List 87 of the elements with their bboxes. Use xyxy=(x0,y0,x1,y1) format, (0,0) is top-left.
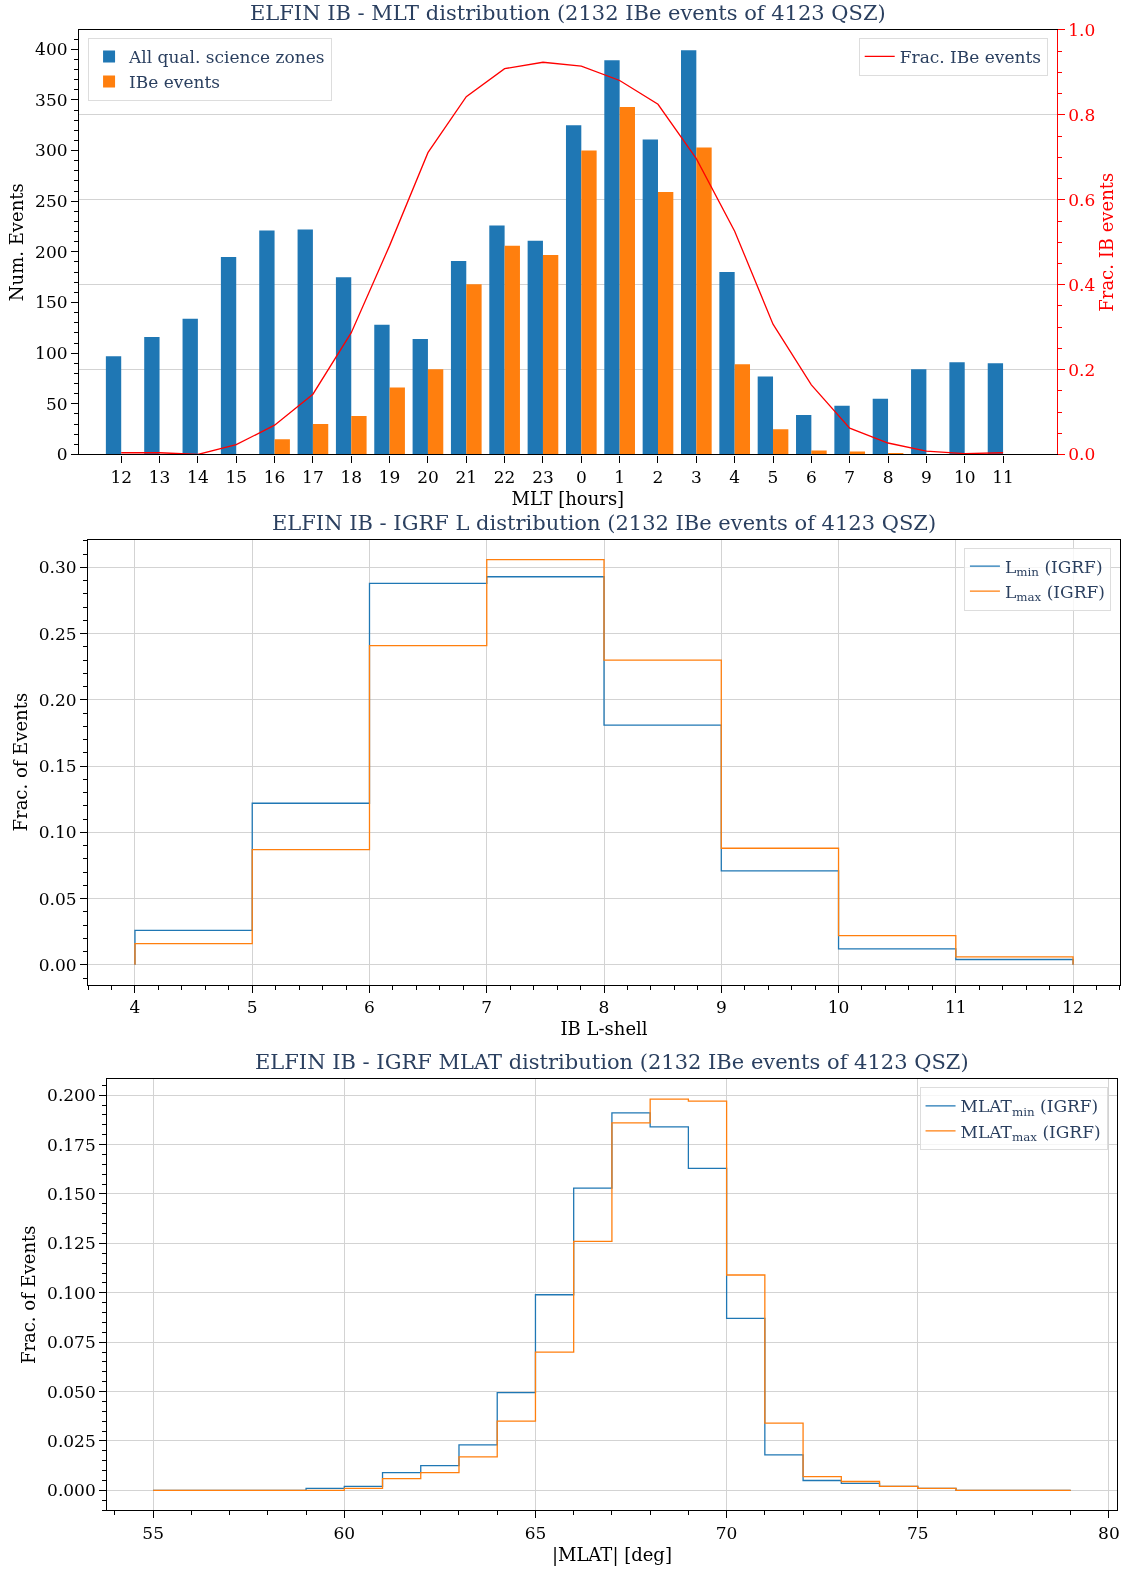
x-tick-label: 17 xyxy=(302,466,324,487)
x-tick-label: 12 xyxy=(1062,997,1084,1018)
y2-tick-label: 0.4 xyxy=(1068,274,1096,295)
legend-label: L$_{max}$ (IGRF) xyxy=(1004,581,1105,605)
y-tick-label: 400 xyxy=(35,39,68,60)
x-tick-label: 22 xyxy=(493,466,516,487)
x-tick-label: 18 xyxy=(340,466,363,487)
y-tick-label: 0.20 xyxy=(38,689,77,710)
y-tick-label: 150 xyxy=(35,292,68,313)
y2-tick-label: 0.0 xyxy=(1068,444,1096,465)
y2-tick-label: 1.0 xyxy=(1068,19,1096,40)
x-tick-label: 12 xyxy=(110,466,133,487)
legend-label: MLAT$_{min}$ (IGRF) xyxy=(960,1096,1099,1119)
y-tick-label: 0.30 xyxy=(38,557,77,578)
x-tick-label: 75 xyxy=(906,1522,929,1543)
y-tick-label: 0.150 xyxy=(47,1183,96,1204)
x-tick-label: 9 xyxy=(715,997,727,1018)
x-tick-label: 21 xyxy=(455,466,478,487)
y-tick-label: 0.075 xyxy=(47,1332,96,1353)
x-tick-label: 70 xyxy=(715,1522,738,1543)
x-tick-label: 3 xyxy=(690,466,702,487)
x-tick-label: 8 xyxy=(882,466,894,487)
x-tick-label: 80 xyxy=(1098,1522,1120,1543)
y-axis-title: Num. Events xyxy=(6,183,28,302)
y-tick-label: 0.125 xyxy=(47,1233,96,1254)
y-tick-label: 0.100 xyxy=(47,1282,96,1303)
y-tick-label: 0.000 xyxy=(47,1480,96,1501)
x-tick-label: 14 xyxy=(187,466,209,487)
x-tick-label: 20 xyxy=(417,466,439,487)
y-tick-label: 0.200 xyxy=(47,1085,96,1106)
x-tick-label: 6 xyxy=(805,466,817,487)
x-axis-title: MLT [hours] xyxy=(511,488,625,510)
x-tick-label: 13 xyxy=(148,466,171,487)
y-tick-label: 300 xyxy=(35,140,68,161)
y-tick-label: 0.10 xyxy=(38,822,77,843)
x-tick-label: 16 xyxy=(263,466,286,487)
chart-title: ELFIN IB - IGRF MLAT distribution (2132 IBe events of 4123 QSZ) xyxy=(255,1050,969,1074)
x-tick-label: 4 xyxy=(129,997,141,1018)
y2-tick-label: 0.8 xyxy=(1068,104,1096,125)
y-tick-label: 200 xyxy=(35,241,68,262)
x-tick-label: 4 xyxy=(729,466,741,487)
x-tick-label: 5 xyxy=(246,997,258,1018)
x-tick-label: 15 xyxy=(225,466,248,487)
legend-label: All qual. science zones xyxy=(128,47,325,68)
y-axis-title: Frac. of Events xyxy=(9,692,31,832)
x-tick-label: 23 xyxy=(532,466,554,487)
y-axis-title: Frac. of Events xyxy=(18,1225,40,1365)
y-tick-label: 100 xyxy=(35,343,68,364)
x-tick-label: 6 xyxy=(364,997,375,1018)
x-tick-label: 0 xyxy=(575,466,587,487)
x-tick-label: 8 xyxy=(598,997,610,1018)
x-tick-label: 55 xyxy=(142,1522,164,1543)
x-axis-title: IB L-shell xyxy=(560,1018,648,1040)
y2-tick-label: 0.2 xyxy=(1068,359,1096,380)
x-tick-label: 2 xyxy=(652,466,664,487)
y2-tick-label: 0.6 xyxy=(1068,189,1096,210)
y-tick-label: 0.05 xyxy=(38,888,77,909)
y-tick-label: 350 xyxy=(35,89,68,110)
y-tick-label: 0 xyxy=(56,444,68,465)
y-tick-label: 50 xyxy=(45,393,68,414)
x-tick-label: 5 xyxy=(767,466,779,487)
x-tick-label: 11 xyxy=(992,466,1014,487)
y-tick-label: 0.025 xyxy=(47,1430,96,1451)
legend-label: L$_{min}$ (IGRF) xyxy=(1004,556,1103,580)
y2-axis-title: Frac. IB events xyxy=(1096,172,1118,312)
chart-title: ELFIN IB - IGRF L distribution (2132 IBe events of 4123 QSZ) xyxy=(272,511,937,535)
legend-label: IBe events xyxy=(129,72,220,93)
x-tick-label: 19 xyxy=(378,466,401,487)
y-tick-label: 0.175 xyxy=(47,1134,96,1155)
y-tick-label: 0.050 xyxy=(47,1381,96,1402)
x-tick-label: 1 xyxy=(614,466,626,487)
legend-label: MLAT$_{max}$ (IGRF) xyxy=(960,1121,1101,1145)
x-tick-label: 9 xyxy=(920,466,932,487)
x-tick-label: 10 xyxy=(953,466,976,487)
chart-title: ELFIN IB - MLT distribution (2132 IBe events of 4123 QSZ) xyxy=(250,1,886,25)
y-tick-label: 0.15 xyxy=(38,756,77,777)
x-axis-title: |MLAT| [deg] xyxy=(551,1543,672,1566)
x-tick-label: 65 xyxy=(524,1522,547,1543)
legend-label: Frac. IBe events xyxy=(899,47,1042,68)
x-tick-label: 10 xyxy=(827,997,850,1018)
y-tick-label: 250 xyxy=(35,191,68,212)
y-tick-label: 0.25 xyxy=(38,623,77,644)
x-tick-label: 7 xyxy=(844,466,856,487)
x-tick-label: 7 xyxy=(481,997,493,1018)
x-tick-label: 11 xyxy=(944,997,967,1018)
y-tick-label: 0.00 xyxy=(38,954,77,975)
x-tick-label: 60 xyxy=(333,1522,356,1543)
